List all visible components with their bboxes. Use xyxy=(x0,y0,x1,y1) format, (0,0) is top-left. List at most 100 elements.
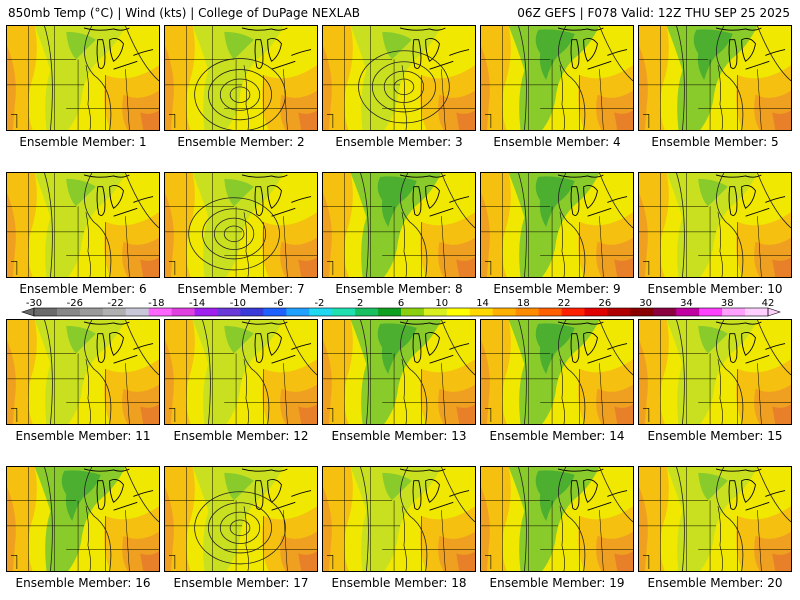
colorbar-segment xyxy=(722,308,746,316)
colorbar-segment xyxy=(286,308,310,316)
colorbar-segment xyxy=(515,308,539,316)
ensemble-member-map xyxy=(6,319,160,425)
ensemble-member-label: Ensemble Member: 15 xyxy=(647,429,783,443)
header-title-left: 850mb Temp (°C) | Wind (kts) | College o… xyxy=(8,6,361,20)
colorbar-tick-label: -10 xyxy=(230,298,246,309)
colorbar-segment xyxy=(148,308,172,316)
colorbar-segment xyxy=(423,308,448,316)
ensemble-member-label: Ensemble Member: 14 xyxy=(489,429,625,443)
colorbar-tick-label: 30 xyxy=(639,298,652,309)
colorbar-segment xyxy=(79,308,104,316)
temperature-map-plot xyxy=(481,320,633,424)
colorbar-tick-label: 42 xyxy=(762,298,775,309)
colorbar-segment xyxy=(492,308,516,316)
ensemble-member-map xyxy=(6,25,160,131)
colorbar-tick-label: 6 xyxy=(398,298,404,309)
colorbar-segment xyxy=(699,308,723,316)
ensemble-member-map xyxy=(164,172,318,278)
colorbar-tick-label: -2 xyxy=(314,298,324,309)
temperature-map-plot xyxy=(165,173,317,277)
ensemble-member-map xyxy=(322,319,476,425)
colorbar-tick-label: 26 xyxy=(599,298,612,309)
colorbar-segment xyxy=(240,308,264,316)
colorbar-segment xyxy=(653,308,677,316)
temperature-map-plot xyxy=(165,26,317,130)
colorbar-segment xyxy=(584,308,608,316)
ensemble-member-label: Ensemble Member: 5 xyxy=(651,135,779,149)
colorbar-segment xyxy=(332,308,356,316)
colorbar-arrow-left xyxy=(21,307,35,317)
ensemble-member-label: Ensemble Member: 9 xyxy=(493,282,621,296)
colorbar-tick-label: 10 xyxy=(435,298,448,309)
colorbar-segment xyxy=(469,308,494,316)
ensemble-member-map xyxy=(480,172,634,278)
colorbar-tick-label: 18 xyxy=(517,298,530,309)
ensemble-member-label: Ensemble Member: 10 xyxy=(647,282,783,296)
temperature-map-plot xyxy=(7,467,159,571)
temperature-map-plot xyxy=(481,26,633,130)
colorbar-segment xyxy=(378,308,402,316)
temperature-map-plot xyxy=(323,467,475,571)
colorbar-tick-label: -30 xyxy=(26,298,42,309)
ensemble-member-map xyxy=(164,25,318,131)
ensemble-member-map xyxy=(6,466,160,572)
colorbar-segment xyxy=(217,308,241,316)
temperature-map-plot xyxy=(323,320,475,424)
ensemble-member-label: Ensemble Member: 13 xyxy=(331,429,467,443)
ensemble-member-label: Ensemble Member: 20 xyxy=(647,576,783,590)
colorbar-segment xyxy=(171,308,195,316)
ensemble-member-map xyxy=(164,319,318,425)
colorbar-segment xyxy=(630,308,654,316)
colorbar-tick-label: 2 xyxy=(357,298,363,309)
ensemble-member-map xyxy=(638,25,792,131)
ensemble-member-label: Ensemble Member: 11 xyxy=(15,429,151,443)
colorbar-segment xyxy=(676,308,700,316)
ensemble-member-label: Ensemble Member: 8 xyxy=(335,282,463,296)
ensemble-member-label: Ensemble Member: 19 xyxy=(489,576,625,590)
colorbar-segment xyxy=(446,308,471,316)
temperature-map-plot xyxy=(7,320,159,424)
colorbar-segment xyxy=(34,308,58,316)
colorbar-tick-label: -18 xyxy=(148,298,164,309)
colorbar-segment xyxy=(561,308,585,316)
colorbar-tick-label: -22 xyxy=(107,298,123,309)
colorbar-segment xyxy=(401,308,425,316)
ensemble-member-map xyxy=(480,466,634,572)
ensemble-member-label: Ensemble Member: 12 xyxy=(173,429,309,443)
temperature-colorbar: -30 -26 -22 -18 -14 -10 -6 -2 2 6 10 14 18 22 26 30 34 38… xyxy=(21,298,781,317)
ensemble-member-map xyxy=(322,25,476,131)
temperature-map-plot xyxy=(639,173,791,277)
ensemble-member-map xyxy=(164,466,318,572)
temperature-map-plot xyxy=(639,26,791,130)
colorbar-tick-label: 38 xyxy=(721,298,734,309)
ensemble-member-label: Ensemble Member: 18 xyxy=(331,576,467,590)
colorbar-segment xyxy=(125,308,149,316)
ensemble-member-label: Ensemble Member: 3 xyxy=(335,135,463,149)
temperature-map-plot xyxy=(7,26,159,130)
temperature-map-plot xyxy=(481,467,633,571)
colorbar-segment xyxy=(745,308,769,316)
colorbar-segment xyxy=(102,308,127,316)
colorbar-segment xyxy=(263,308,287,316)
colorbar-segment xyxy=(56,308,81,316)
colorbar-segment xyxy=(309,308,333,316)
ensemble-member-map xyxy=(638,466,792,572)
temperature-map-plot xyxy=(639,467,791,571)
temperature-map-plot xyxy=(165,467,317,571)
ensemble-member-map xyxy=(638,172,792,278)
ensemble-member-map xyxy=(480,319,634,425)
colorbar-arrow-right xyxy=(767,307,781,317)
temperature-map-plot xyxy=(481,173,633,277)
temperature-map-plot xyxy=(323,26,475,130)
ensemble-member-map xyxy=(480,25,634,131)
colorbar-frame xyxy=(33,307,769,317)
colorbar-tick-label: -26 xyxy=(67,298,83,309)
ensemble-member-label: Ensemble Member: 1 xyxy=(19,135,147,149)
colorbar-segment xyxy=(607,308,631,316)
temperature-map-plot xyxy=(639,320,791,424)
colorbar-tick-label: 14 xyxy=(476,298,489,309)
ensemble-member-label: Ensemble Member: 7 xyxy=(177,282,305,296)
colorbar-segment xyxy=(538,308,562,316)
colorbar-tick-label: 34 xyxy=(680,298,693,309)
ensemble-member-map xyxy=(638,319,792,425)
